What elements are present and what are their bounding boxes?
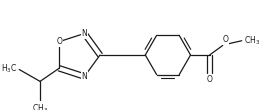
Text: CH$_3$: CH$_3$: [244, 34, 260, 47]
Text: CH$_3$: CH$_3$: [32, 103, 48, 110]
Text: N: N: [81, 72, 87, 81]
Text: O: O: [207, 75, 212, 84]
Text: O: O: [223, 35, 229, 44]
Text: O: O: [56, 37, 62, 46]
Text: H$_3$C: H$_3$C: [1, 62, 17, 75]
Text: N: N: [81, 29, 87, 38]
